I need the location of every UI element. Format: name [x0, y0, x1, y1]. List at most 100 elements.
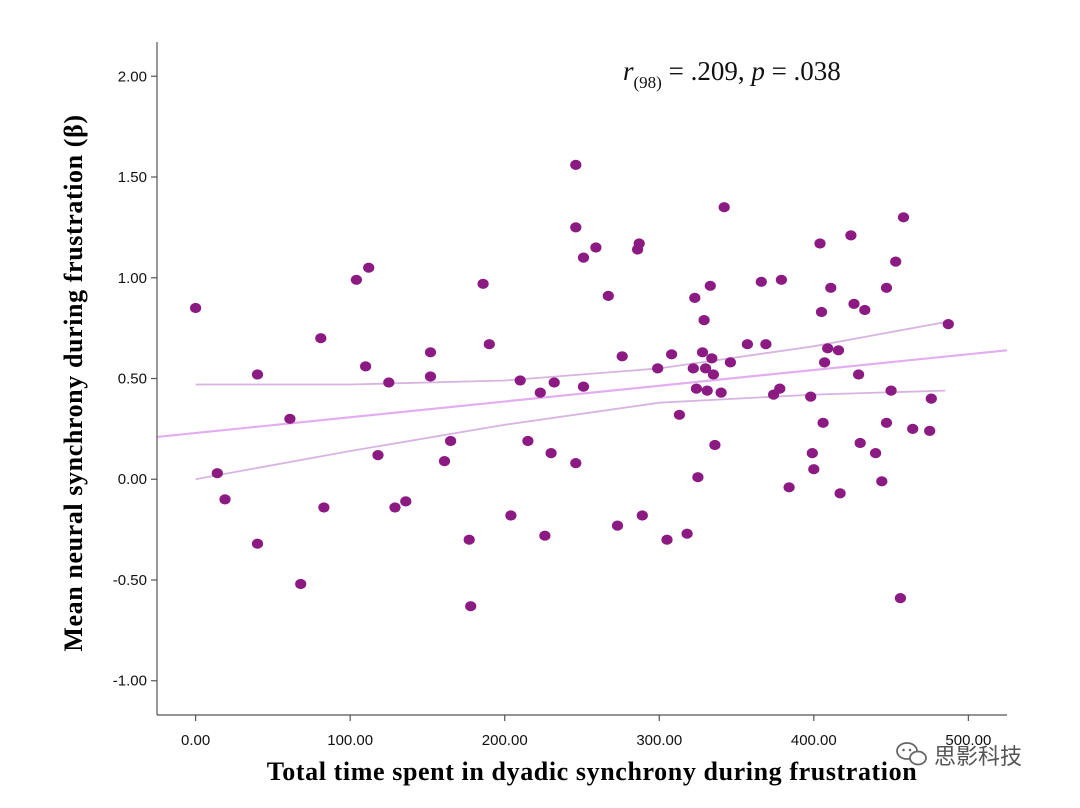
data-point: [666, 349, 678, 360]
confidence-interval-lines: [195, 321, 946, 481]
data-point: [760, 339, 772, 350]
data-point: [775, 274, 788, 285]
data-point: [854, 437, 866, 449]
data-point: [718, 202, 730, 213]
data-point: [633, 238, 645, 249]
data-point: [383, 377, 395, 388]
data-point: [689, 292, 701, 303]
y-tick-label: -1.00: [113, 673, 147, 690]
annot-p-value: = .038: [765, 56, 841, 86]
regression-line: [156, 349, 1008, 439]
data-point: [505, 510, 517, 521]
data-point: [424, 347, 437, 358]
data-points: [190, 159, 954, 612]
correlation-annotation: r(98) = .209, p = .038: [623, 56, 841, 92]
x-tick-label: 200.00: [482, 732, 528, 749]
data-point: [611, 520, 624, 531]
data-point: [897, 212, 910, 223]
data-point: [681, 528, 693, 539]
data-point: [514, 375, 526, 386]
data-point: [692, 472, 704, 483]
data-point: [465, 601, 477, 612]
watermark: 思影科技: [896, 742, 1022, 770]
data-point: [805, 391, 817, 402]
data-point: [590, 242, 602, 253]
data-point: [438, 456, 451, 467]
data-point: [616, 351, 628, 362]
x-tick-label: 400.00: [791, 732, 837, 749]
data-point: [808, 464, 820, 475]
y-tick-label: 1.50: [118, 169, 147, 186]
data-point: [577, 252, 590, 263]
data-point: [880, 282, 893, 293]
data-point: [350, 274, 362, 285]
data-point: [859, 304, 871, 316]
data-point: [424, 371, 437, 382]
data-point: [545, 448, 557, 459]
wechat-icon: [896, 742, 927, 766]
data-point: [925, 393, 937, 404]
data-point: [942, 319, 954, 330]
data-point: [876, 476, 888, 487]
y-tick-label: 1.00: [118, 270, 147, 287]
data-point: [570, 222, 582, 233]
x-tick-label: 300.00: [636, 732, 682, 749]
data-point: [885, 385, 897, 396]
data-point: [845, 230, 857, 241]
data-point: [706, 353, 718, 364]
data-point: [724, 357, 737, 368]
data-point: [822, 343, 834, 354]
x-tick-label: 100.00: [327, 732, 373, 749]
data-point: [372, 450, 384, 461]
annot-df: (98): [634, 73, 662, 92]
data-point: [806, 448, 818, 459]
ci-lower-line: [195, 389, 946, 481]
data-point: [815, 306, 828, 318]
data-point: [890, 256, 902, 267]
data-point: [400, 496, 412, 507]
annot-r-symbol: r: [623, 56, 634, 86]
data-point: [814, 238, 826, 249]
y-tick-label: -0.50: [113, 572, 147, 589]
data-point: [698, 315, 710, 326]
data-point: [700, 363, 712, 374]
data-point: [755, 276, 767, 287]
axes: 0.00 100.00 200.00 300.00 400.00 500.00 -1.00…: [113, 42, 1007, 749]
data-point: [834, 488, 846, 499]
data-point: [825, 282, 837, 293]
data-point: [318, 502, 330, 513]
data-point: [907, 423, 919, 434]
data-point: [817, 417, 829, 428]
data-point: [577, 381, 590, 392]
y-axis-title: Mean neural synchrony during frustration…: [59, 114, 88, 651]
data-point: [211, 468, 223, 479]
data-point: [570, 458, 582, 469]
data-point: [360, 361, 372, 372]
data-point: [522, 435, 534, 447]
data-point: [363, 262, 375, 273]
y-axis-ticks: -1.00 -0.50 0.00 0.50 1.00 1.50 2.00: [113, 68, 157, 690]
data-point: [534, 387, 546, 398]
data-point: [819, 357, 831, 368]
watermark-text: 思影科技: [934, 745, 1022, 770]
data-point: [602, 290, 614, 301]
data-point: [219, 494, 231, 505]
x-axis-ticks: 0.00 100.00 200.00 300.00 400.00 500.00: [181, 715, 991, 749]
data-point: [783, 482, 795, 493]
data-point: [251, 369, 264, 380]
data-point: [548, 377, 560, 388]
data-point: [483, 339, 495, 350]
x-tick-label: 500.00: [945, 732, 991, 749]
data-point: [315, 333, 327, 344]
data-point: [894, 593, 907, 604]
data-point: [707, 369, 720, 380]
data-point: [880, 417, 893, 428]
data-point: [652, 363, 664, 374]
data-point: [539, 530, 551, 541]
x-tick-label: 0.00: [181, 732, 210, 749]
data-point: [463, 534, 475, 545]
data-point: [853, 369, 865, 380]
y-tick-label: 2.00: [118, 68, 147, 85]
